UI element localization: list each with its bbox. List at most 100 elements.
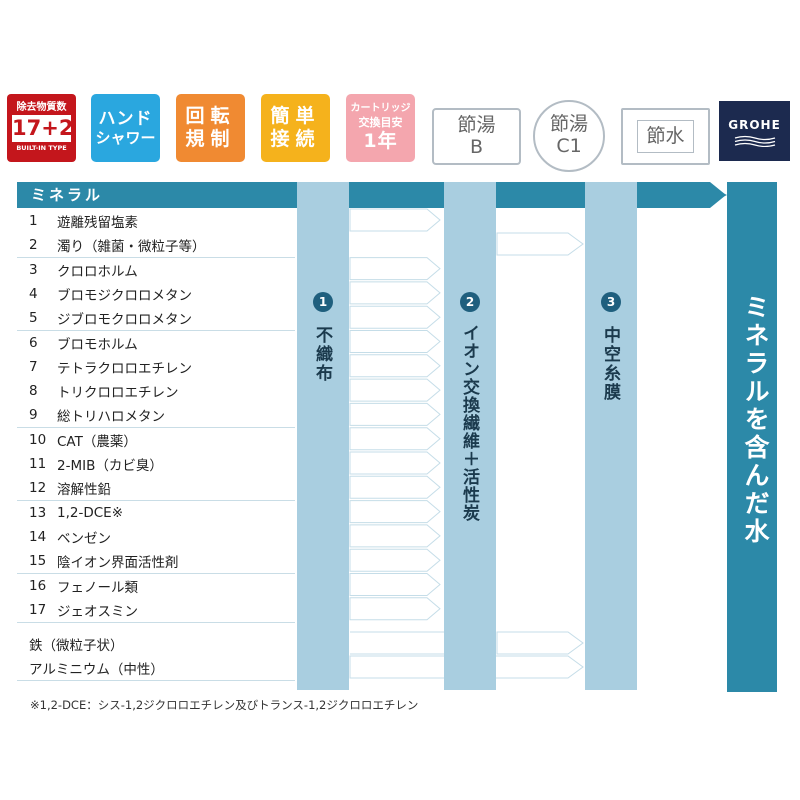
row-arrow <box>349 257 441 281</box>
row-number: 16 <box>29 577 47 594</box>
badge-easy-connect-line2: 接続 <box>270 128 321 150</box>
table-row: 17 ジェオスミン <box>17 597 295 623</box>
badge-removal-count: 除去物質数 17+2 BUILT-IN TYPE <box>7 94 76 162</box>
badge-water-saving: 節水 <box>621 108 710 165</box>
badge-hot-water-c1-line1: 節湯 <box>549 113 588 136</box>
row-2-arrow <box>496 232 584 256</box>
grohe-logo-text: GROHE <box>728 118 781 132</box>
table-row: 3 クロロホルム <box>17 257 295 283</box>
row-arrow <box>349 524 441 548</box>
badge-cartridge-line1: カートリッジ <box>350 103 411 115</box>
row-number: 14 <box>29 528 47 545</box>
row-number: 17 <box>29 601 47 618</box>
row-arrow <box>349 305 441 329</box>
row-1-arrow <box>349 208 441 232</box>
row-substance: ブロモホルム <box>57 336 138 353</box>
row-arrow <box>349 330 441 353</box>
row-substance: 遊離残留塩素 <box>57 215 138 231</box>
row-number: 1 <box>29 213 38 229</box>
row-number: 3 <box>29 261 38 278</box>
badge-removal-count-main: 17+2 <box>12 115 74 142</box>
row-arrow <box>349 573 441 596</box>
filter-2-column <box>444 182 496 690</box>
table-row: 14 ベンゼン <box>17 524 295 550</box>
row-substance: 1,2-DCE※ <box>57 504 124 521</box>
table-row: 4 ブロモジクロロメタン <box>17 281 295 307</box>
table-row: 9 総トリハロメタン <box>17 403 295 429</box>
badge-rotation: 回転 規制 <box>176 94 245 162</box>
row-number: 6 <box>29 334 38 351</box>
badge-cartridge-line3: 1年 <box>363 129 398 152</box>
row-arrow <box>349 378 441 402</box>
final-water-column <box>727 182 777 692</box>
table-row: 5 ジブロモクロロメタン <box>17 306 295 332</box>
filter-3-label: 中空糸膜 <box>600 326 620 402</box>
final-water-label: ミネラルを含んだ水 <box>741 294 770 546</box>
row-arrow <box>349 354 441 378</box>
row-substance: クロロホルム <box>57 263 138 280</box>
row-arrow <box>349 281 441 305</box>
header-flow-arrow <box>17 182 726 208</box>
row-number: 10 <box>29 431 47 448</box>
filter-2-number: 2 <box>460 292 480 312</box>
badge-cartridge-line2: 交換目安 <box>358 115 403 129</box>
table-row: 10 CAT（農薬） <box>17 427 295 453</box>
row-substance: フェノール類 <box>57 579 138 596</box>
badge-hand-shower-line2: シャワー <box>95 129 156 148</box>
table-row: 15 陰イオン界面活性剤 <box>17 549 295 575</box>
row-substance: 総トリハロメタン <box>57 409 165 426</box>
row-number: 4 <box>29 285 38 302</box>
wave-icon <box>734 135 775 148</box>
table-row: 7 テトラクロロエチレン <box>17 354 295 380</box>
row-substance: 溶解性鉛 <box>57 482 111 499</box>
badge-easy-connect-line1: 簡単 <box>270 105 321 128</box>
badge-cartridge: カートリッジ 交換目安 1年 <box>346 94 415 162</box>
row-substance: ブロモジクロロメタン <box>57 287 192 304</box>
filter-1-number: 1 <box>313 292 333 312</box>
row-substance: テトラクロロエチレン <box>57 360 192 377</box>
aluminium-arrow <box>349 655 584 679</box>
row-substance: 陰イオン界面活性剤 <box>57 555 179 572</box>
table-row: 12 溶解性鉛 <box>17 476 295 502</box>
row-substance: 鉄（微粒子状） <box>29 638 124 654</box>
row-number: 2 <box>29 237 38 254</box>
table-row: 13 1,2-DCE※ <box>17 500 295 526</box>
row-arrow <box>349 427 441 451</box>
badge-hot-water-c1-line2: C1 <box>556 135 582 157</box>
footnote: ※1,2-DCE：シス-1,2ジクロロエチレン及びトランス-1,2ジクロロエチレ… <box>30 698 419 712</box>
table-header: ミネラル <box>17 182 295 208</box>
row-number: 8 <box>29 383 38 400</box>
table-row: 鉄（微粒子状） <box>17 632 295 657</box>
badge-removal-count-bottom: BUILT-IN TYPE <box>16 144 67 152</box>
filter-1-column <box>297 182 349 690</box>
filter-1-label: 不織布 <box>312 326 332 383</box>
badge-hand-shower: ハンド シャワー <box>91 94 160 162</box>
row-substance: ジェオスミン <box>57 603 138 620</box>
row-substance: ジブロモクロロメタン <box>57 312 192 329</box>
row-arrow <box>349 500 441 524</box>
row-substance: CAT（農薬） <box>57 433 137 450</box>
filter-3-column <box>585 182 637 690</box>
iron-arrow <box>496 631 584 655</box>
row-substance: 2-MIB（カビ臭） <box>57 458 163 474</box>
badge-hot-water-b-line1: 節湯 <box>457 113 496 136</box>
filter-3-number: 3 <box>601 292 621 312</box>
badge-rotation-line2: 規制 <box>185 128 236 150</box>
table-row: 6 ブロモホルム <box>17 330 295 356</box>
row-arrow <box>349 597 441 621</box>
header-arrow-tip <box>700 182 727 208</box>
table-row: 1 遊離残留塩素 <box>17 209 295 234</box>
grohe-logo: GROHE <box>719 101 790 161</box>
row-arrow <box>349 475 441 499</box>
row-number: 12 <box>29 480 47 497</box>
row-number: 9 <box>29 407 38 424</box>
row-number: 13 <box>29 504 47 521</box>
row-substance: 濁り（雑菌・微粒子等） <box>57 239 206 256</box>
badge-hot-water-b-line2: B <box>469 135 484 158</box>
table-row: 11 2-MIB（カビ臭） <box>17 452 295 477</box>
table-row: 16 フェノール類 <box>17 573 295 599</box>
badge-removal-count-top: 除去物質数 <box>16 102 67 113</box>
badge-rotation-line1: 回転 <box>185 105 236 128</box>
row-number: 11 <box>29 456 47 472</box>
